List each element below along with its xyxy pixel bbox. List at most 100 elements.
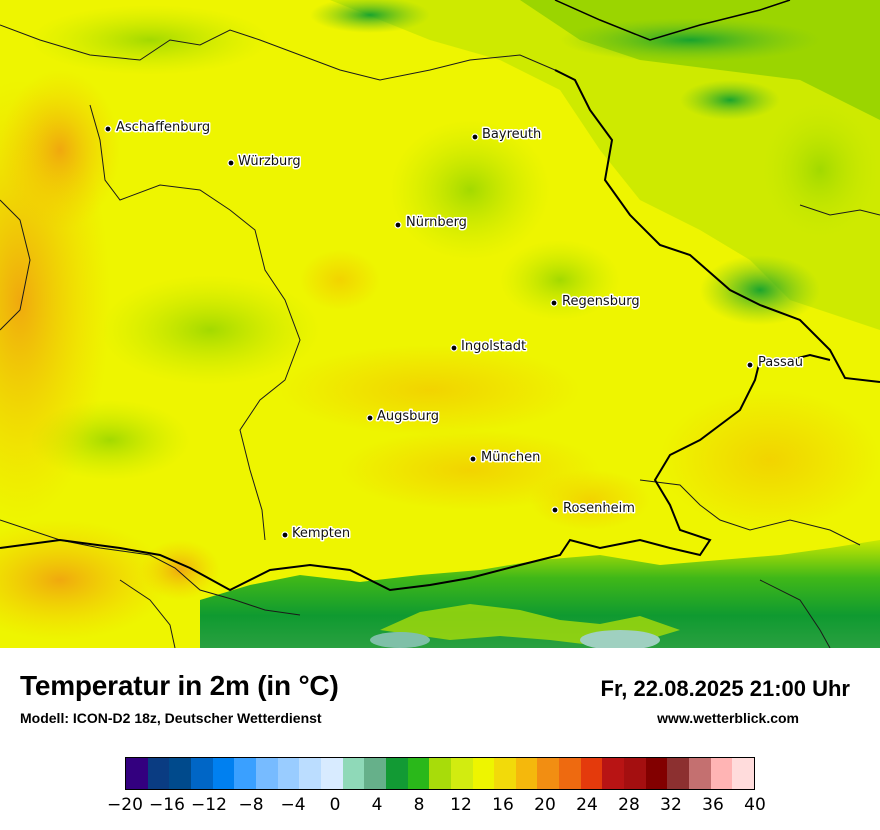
city-dot [394,221,402,229]
warm-zone [530,470,650,530]
legend-tick: 16 [492,795,514,815]
green-patch [680,80,780,120]
legend-swatch [212,758,235,789]
legend-tick: 0 [329,795,341,815]
map-title: Temperatur in 2m (in °C) [20,670,339,701]
green-patch [500,240,620,320]
city-kempten: Kempten [281,525,352,543]
city-dot [281,531,289,539]
legend-swatch [515,758,538,789]
alps-peak [580,630,660,648]
legend-swatch [645,758,668,789]
legend-tick: 20 [534,795,556,815]
legend-swatch [580,758,603,789]
legend-swatch [234,758,256,789]
legend-swatch [126,758,148,789]
city-label: Regensburg [562,294,640,309]
legend-tick: 28 [618,795,640,815]
legend-swatch [559,758,581,789]
legend-swatch [689,758,711,789]
city-label: Kempten [292,526,350,541]
legend-swatch [624,758,646,789]
city-augsburg: Augsburg [366,408,441,426]
forecast-datetime: Fr, 22.08.2025 21:00 Uhr [600,676,851,701]
legend-swatch [385,758,408,789]
legend-tick: 40 [744,795,766,815]
legend-tick: −16 [149,795,185,815]
city-passau: Passau [746,354,804,372]
green-patch [390,120,550,260]
temperature-map: Aschaffenburg Würzburg Bayreuth Nürnberg… [0,0,880,648]
city-label: Nürnberg [406,215,467,230]
legend-swatch [537,758,560,789]
city-label: Würzburg [238,154,301,169]
legend-tick: 12 [450,795,472,815]
map-canvas: Aschaffenburg Würzburg Bayreuth Nürnberg… [0,0,880,648]
green-patch [760,100,880,240]
city-label: Passau [758,355,803,370]
regional-borders [0,24,880,648]
legend-swatch [710,758,733,789]
legend-tick: −4 [280,795,306,815]
warm-zone [660,390,880,530]
warm-zone [300,250,380,310]
green-patch [310,0,430,33]
city-label: Ingolstadt [461,339,526,354]
color-scale-legend [125,757,755,790]
website-label: www.wetterblick.com [657,710,799,726]
legend-swatch [429,758,451,789]
legend-swatch [299,758,321,789]
city-dot [227,159,235,167]
legend-swatch [190,758,213,789]
legend-tick: 32 [660,795,682,815]
city-label: Augsburg [377,409,439,424]
legend-swatch [255,758,278,789]
city-dot [469,455,477,463]
city-dot [366,414,374,422]
city-nuernberg: Nürnberg [394,214,468,232]
city-dot [104,125,112,133]
legend-swatch [407,758,430,789]
legend-swatch [364,758,386,789]
legend-swatch [602,758,625,789]
city-dot [746,361,754,369]
city-label: Aschaffenburg [116,120,210,135]
legend-tick: 4 [371,795,383,815]
warm-zone [140,540,220,600]
legend-tick: −8 [238,795,264,815]
city-aschaffenburg: Aschaffenburg [104,119,212,137]
city-label: München [481,450,540,465]
legend-swatch [169,758,191,789]
legend-tick: 36 [702,795,724,815]
green-patch [560,18,820,62]
green-patch [700,255,820,325]
legend-swatch [320,758,343,789]
city-regensburg: Regensburg [550,293,641,311]
alps-peak [370,632,430,648]
national-border [554,0,791,41]
city-bayreuth: Bayreuth [471,126,543,144]
legend-swatch [450,758,473,789]
city-markers: Aschaffenburg Würzburg Bayreuth Nürnberg… [104,119,804,543]
city-muenchen: München [469,449,542,467]
legend-tick: −20 [107,795,143,815]
legend-swatch [667,758,690,789]
model-info: Modell: ICON-D2 18z, Deutscher Wetterdie… [20,710,322,726]
legend-tick-labels: −20 −16 −12 −8 −4 0 4 8 12 16 20 24 28 32 36 40 [0,795,880,819]
city-wuerzburg: Würzburg [227,153,302,171]
legend-tick: 24 [576,795,598,815]
alps-zone [200,540,880,648]
legend-tick: −12 [191,795,227,815]
city-ingolstadt: Ingolstadt [450,338,528,356]
city-dot [550,299,558,307]
legend-swatch [494,758,516,789]
national-border [554,69,880,383]
legend-swatch [342,758,365,789]
green-patch [100,275,320,385]
city-label: Bayreuth [482,127,541,142]
legend-swatch [147,758,170,789]
legend-swatch [277,758,300,789]
city-dot [551,506,559,514]
city-label: Rosenheim [563,501,635,516]
legend-swatch [472,758,495,789]
